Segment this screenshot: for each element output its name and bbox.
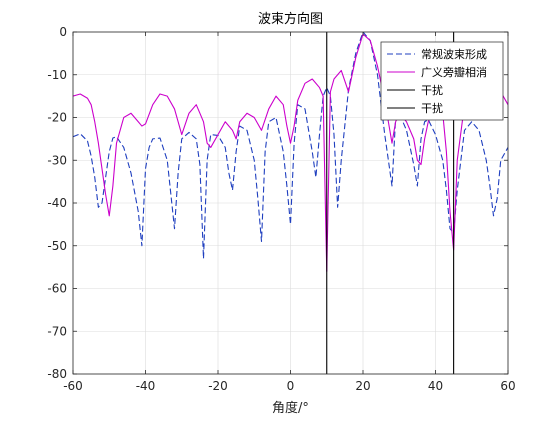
legend-label: 干扰 — [421, 101, 443, 115]
legend-label: 广义旁瓣相消 — [421, 65, 487, 79]
y-tick-label: -20 — [47, 111, 67, 125]
x-tick-label: -60 — [63, 379, 83, 393]
conventional-beamforming-line — [73, 32, 508, 260]
y-tick-label: -30 — [47, 153, 67, 167]
legend-label: 常规波束形成 — [421, 47, 487, 61]
series-layer — [73, 32, 508, 374]
y-tick-label: 0 — [59, 25, 67, 39]
y-tick-label: -70 — [47, 324, 67, 338]
ticks: -60 -40 -20 0 20 40 60 0 -10 -20 -30 -40 -50 -60 -70 -8… — [47, 25, 515, 393]
y-tick-label: -50 — [47, 239, 67, 253]
y-tick-label: -60 — [47, 282, 67, 296]
y-tick-label: -10 — [47, 68, 67, 82]
x-tick-label: 0 — [287, 379, 295, 393]
legend-label: 干扰 — [421, 83, 443, 97]
chart-title: 波束方向图 — [258, 11, 323, 27]
x-tick-label: -40 — [136, 379, 156, 393]
x-axis-label: 角度/° — [272, 400, 309, 416]
gsc-line — [73, 33, 508, 272]
legend-box — [380, 41, 504, 121]
x-tick-label: 20 — [355, 379, 370, 393]
x-tick-label: -20 — [208, 379, 228, 393]
y-tick-label: -40 — [47, 196, 67, 210]
y-tick-label: -80 — [47, 367, 67, 381]
x-tick-label: 60 — [500, 379, 515, 393]
x-tick-label: 40 — [428, 379, 443, 393]
